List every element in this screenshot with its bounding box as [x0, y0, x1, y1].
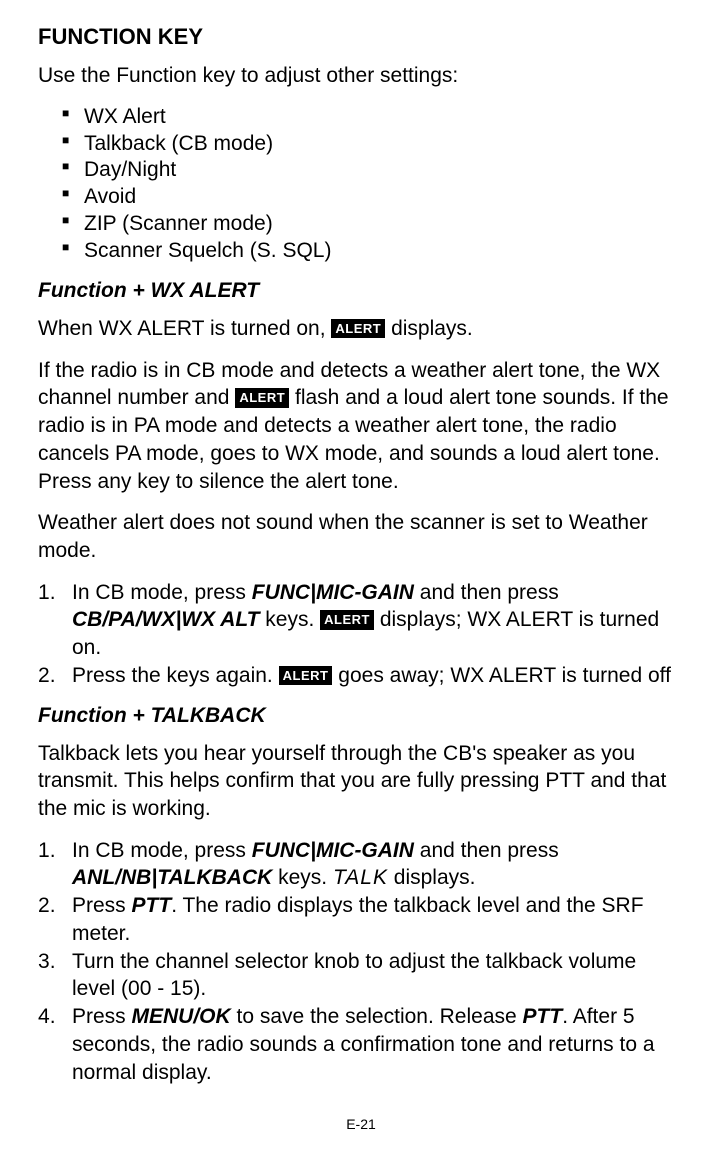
text-run: goes away; WX ALERT is turned off: [332, 664, 671, 687]
steps-list: In CB mode, press FUNC|MIC-GAIN and then…: [38, 579, 684, 690]
step-item: Press the keys again. ALERT goes away; W…: [38, 662, 684, 690]
step-item: Turn the channel selector knob to adjust…: [38, 948, 684, 1003]
text-run: and then press: [414, 839, 559, 862]
text-run: keys.: [272, 866, 333, 889]
alert-icon: ALERT: [279, 666, 333, 685]
text-run: Press: [72, 894, 132, 917]
body-paragraph: Weather alert does not sound when the sc…: [38, 509, 684, 564]
text-run: to save the selection. Release: [231, 1005, 523, 1028]
text-run: keys.: [259, 608, 320, 631]
text-run: displays.: [391, 317, 473, 340]
text-run: Press the keys again.: [72, 664, 279, 687]
step-item: Press MENU/OK to save the selection. Rel…: [38, 1003, 684, 1086]
alert-icon: ALERT: [320, 610, 374, 629]
body-paragraph: If the radio is in CB mode and detects a…: [38, 357, 684, 496]
key-label: PTT: [523, 1005, 563, 1028]
text-run: displays.: [388, 866, 476, 889]
document-page: FUNCTION KEY Use the Function key to adj…: [0, 0, 722, 1152]
display-text: TALK: [333, 866, 388, 889]
step-item: In CB mode, press FUNC|MIC-GAIN and then…: [38, 579, 684, 662]
page-title: FUNCTION KEY: [38, 24, 684, 50]
text-run: In CB mode, press: [72, 581, 252, 604]
settings-list: WX Alert Talkback (CB mode) Day/Night Av…: [38, 104, 684, 265]
list-item: Talkback (CB mode): [62, 131, 684, 158]
page-number: E-21: [38, 1116, 684, 1132]
text-run: In CB mode, press: [72, 839, 252, 862]
body-paragraph: When WX ALERT is turned on, ALERT displa…: [38, 315, 684, 343]
step-item: In CB mode, press FUNC|MIC-GAIN and then…: [38, 837, 684, 892]
alert-icon: ALERT: [331, 319, 385, 338]
alert-icon: ALERT: [235, 388, 289, 407]
text-run: When WX ALERT is turned on,: [38, 317, 331, 340]
list-item: Avoid: [62, 184, 684, 211]
key-label: FUNC|MIC-GAIN: [252, 581, 414, 604]
section-heading: Function + TALKBACK: [38, 704, 684, 728]
step-item: Press PTT. The radio displays the talkba…: [38, 892, 684, 947]
section-heading: Function + WX ALERT: [38, 279, 684, 303]
steps-list: In CB mode, press FUNC|MIC-GAIN and then…: [38, 837, 684, 1086]
key-label: CB/PA/WX|WX ALT: [72, 608, 259, 631]
list-item: WX Alert: [62, 104, 684, 131]
text-run: and then press: [414, 581, 559, 604]
intro-paragraph: Use the Function key to adjust other set…: [38, 62, 684, 90]
list-item: Day/Night: [62, 157, 684, 184]
text-run: Press: [72, 1005, 132, 1028]
key-label: MENU/OK: [132, 1005, 231, 1028]
list-item: Scanner Squelch (S. SQL): [62, 238, 684, 265]
body-paragraph: Talkback lets you hear yourself through …: [38, 740, 684, 823]
key-label: FUNC|MIC-GAIN: [252, 839, 414, 862]
key-label: PTT: [132, 894, 172, 917]
key-label: ANL/NB|TALKBACK: [72, 866, 272, 889]
list-item: ZIP (Scanner mode): [62, 211, 684, 238]
